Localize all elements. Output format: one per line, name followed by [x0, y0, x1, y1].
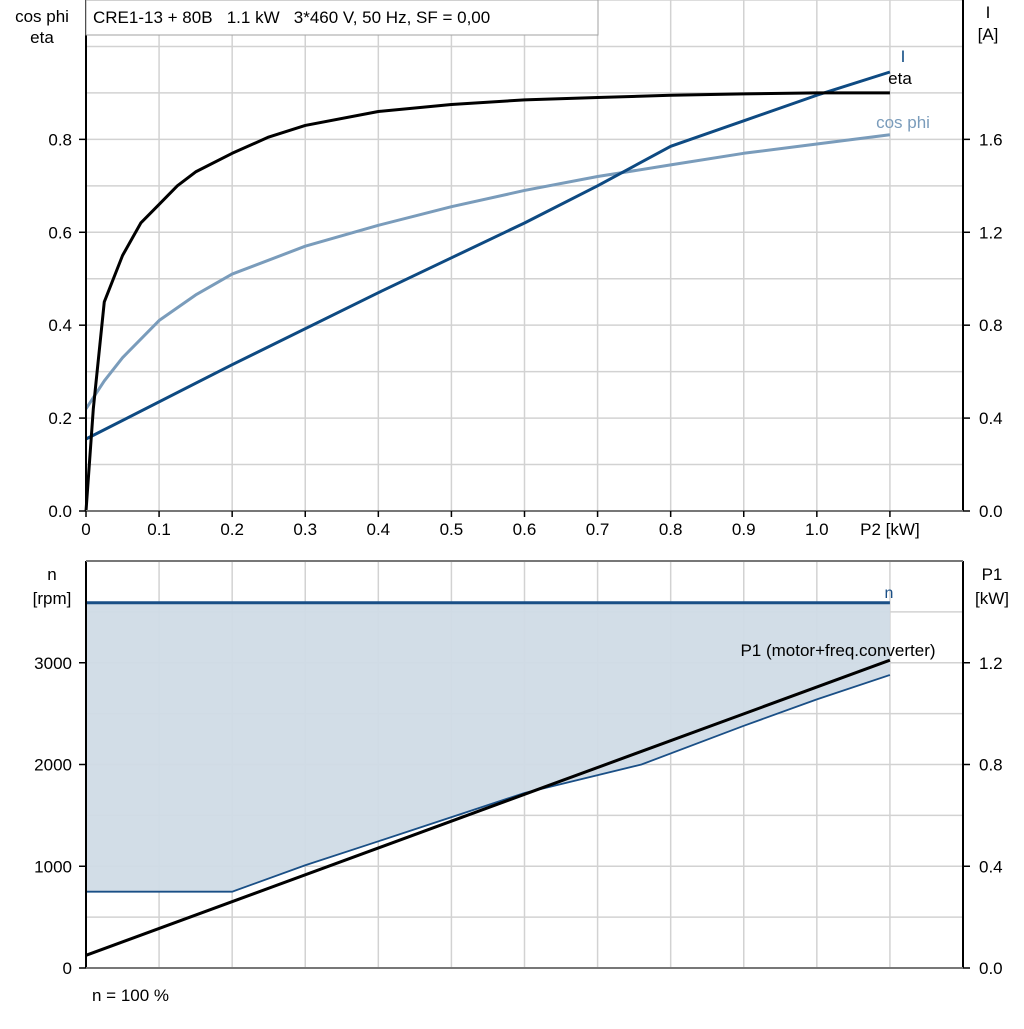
top-right-y-tick-label: 0.0	[979, 502, 1003, 521]
bottom-series	[85, 601, 891, 957]
top-grid	[86, 0, 963, 511]
x-tick-label: 0.5	[440, 520, 464, 539]
series-line-p1	[85, 658, 891, 957]
series-line-cos-phi	[84, 133, 891, 410]
x-tick-label: 0.2	[220, 520, 244, 539]
bottom-left-y-tick-label: 1000	[34, 857, 72, 876]
top-left-y-tick-label: 0.4	[48, 316, 72, 335]
top-right-axis-label-1: I	[986, 3, 991, 22]
bottom-left-axis-label-1: n	[47, 565, 56, 584]
x-tick-label: 0.4	[367, 520, 391, 539]
bottom-left-y-tick-label: 0	[63, 959, 72, 978]
top-left-axis-label-1: cos phi	[15, 7, 69, 26]
series-line-I	[85, 70, 891, 441]
bottom-left-y-tick-label: 3000	[34, 654, 72, 673]
x-tick-label: 0.7	[586, 520, 610, 539]
top-right-axis-label-2: [A]	[978, 25, 999, 44]
x-tick-label: P2 [kW]	[860, 520, 920, 539]
top-series	[84, 70, 891, 512]
bottom-left-axis-label-2: [rpm]	[33, 589, 72, 608]
title-box	[85, 0, 599, 36]
top-right-y-tick-label: 1.2	[979, 223, 1003, 242]
top-left-axis-label-2: eta	[30, 28, 54, 47]
bottom-right-y-tick-label: 0.4	[979, 857, 1003, 876]
x-tick-label: 0.1	[147, 520, 171, 539]
top-left-y-tick-label: 0.0	[48, 502, 72, 521]
top-right-y-tick-label: 0.4	[979, 409, 1003, 428]
chart-title: CRE1-13 + 80B 1.1 kW 3*460 V, 50 Hz, SF …	[93, 8, 490, 27]
bottom-right-axis-label-2: [kW]	[975, 589, 1009, 608]
label-I: I	[901, 47, 906, 66]
axes: 0 0.1 0.2 0.3 0.4 0.5 0.6 0.7 0.8 0.9 1.0 P2 [kW] 0.…	[34, 0, 1003, 978]
label-n: n	[885, 585, 894, 602]
x-tick-label: 0.6	[513, 520, 537, 539]
label-p1: P1 (motor+freq.converter)	[740, 641, 935, 660]
x-tick-label: 1.0	[805, 520, 829, 539]
x-tick-label: 0.3	[293, 520, 317, 539]
top-left-y-tick-label: 0.8	[48, 130, 72, 149]
top-right-y-tick-label: 1.6	[979, 130, 1003, 149]
speed-range-area	[86, 602, 890, 892]
x-tick-label: 0	[81, 520, 90, 539]
x-tick-label: 0.8	[659, 520, 683, 539]
x-tick-label: 0.9	[732, 520, 756, 539]
series-line-eta	[84, 91, 890, 512]
top-right-y-tick-label: 0.8	[979, 316, 1003, 335]
label-cos-phi: cos phi	[876, 113, 930, 132]
top-left-y-tick-label: 0.2	[48, 409, 72, 428]
bottom-right-y-tick-label: 0.8	[979, 756, 1003, 775]
footer-note: n = 100 %	[92, 986, 169, 1005]
top-left-y-tick-label: 0.6	[48, 223, 72, 242]
bottom-right-y-tick-label: 0.0	[979, 959, 1003, 978]
bottom-right-y-tick-label: 1.2	[979, 654, 1003, 673]
bottom-right-axis-label-1: P1	[982, 565, 1003, 584]
label-eta: eta	[888, 69, 912, 88]
bottom-left-y-tick-label: 2000	[34, 756, 72, 775]
